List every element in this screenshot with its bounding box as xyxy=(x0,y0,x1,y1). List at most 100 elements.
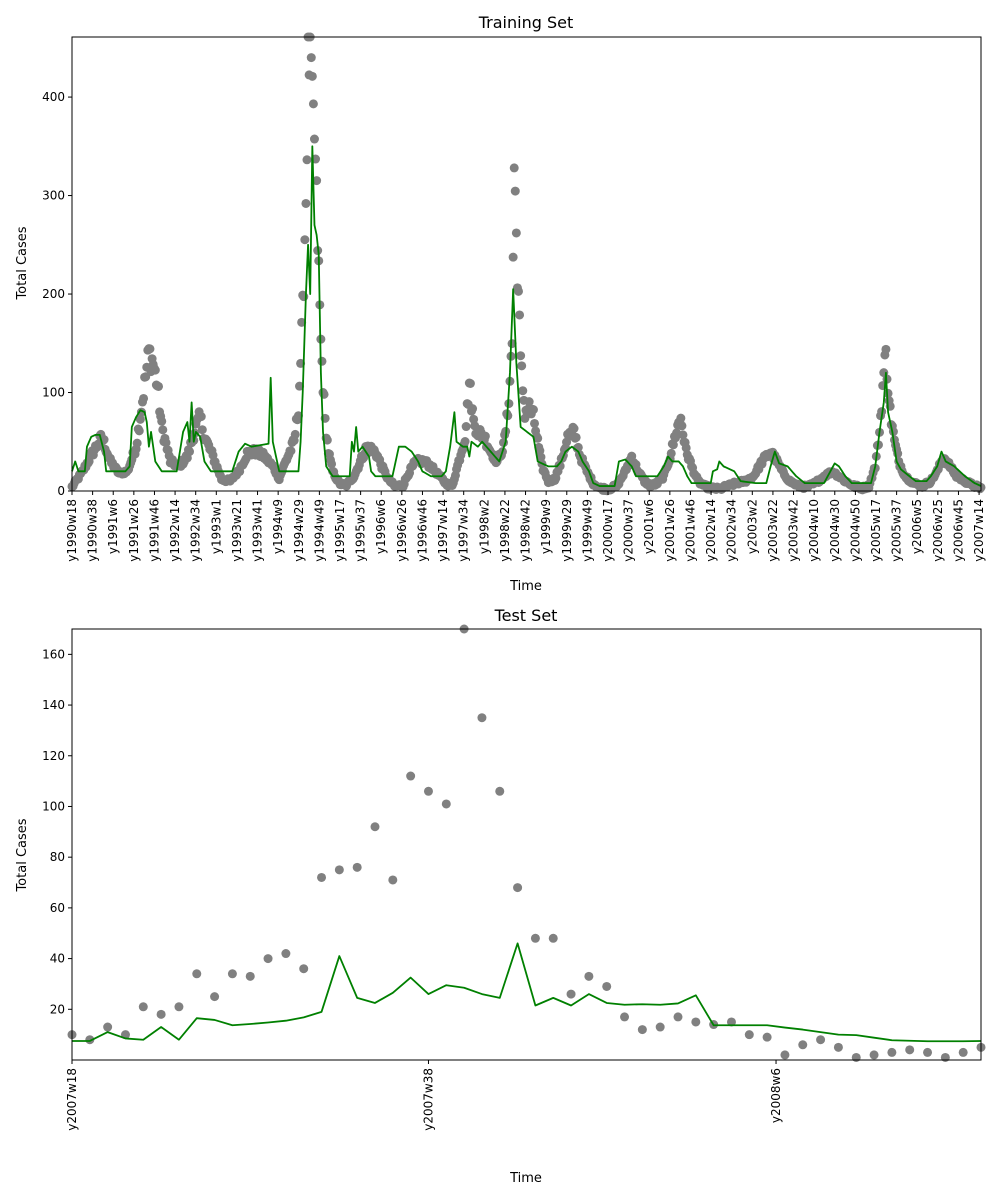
observed-point xyxy=(370,822,380,832)
x-tick-label: y1992w14 xyxy=(168,499,182,562)
observed-point xyxy=(468,404,478,414)
observed-point xyxy=(816,1035,826,1045)
observed-point xyxy=(322,435,332,445)
observed-point xyxy=(566,989,576,999)
plot-frame xyxy=(71,36,982,492)
observed-point xyxy=(245,971,255,981)
observed-series xyxy=(67,32,986,496)
predicted-line xyxy=(72,942,982,1043)
x-tick-label: y2004w30 xyxy=(828,499,842,562)
observed-point xyxy=(923,1047,933,1057)
chart-title: Test Set xyxy=(494,606,558,625)
y-axis-label: Total Cases xyxy=(15,818,30,892)
observed-point xyxy=(655,1022,665,1032)
axes: 20 40 60 80 100 120 140 160 y2007w18 y2007w38 y200… xyxy=(42,628,982,1131)
observed-point xyxy=(513,286,523,296)
observed-point xyxy=(299,292,309,302)
observed-point xyxy=(528,405,538,415)
training-set-chart: Training Set Time Total Cases 0 100 200 300… xyxy=(15,13,986,594)
x-tick-label: y2006w5 xyxy=(910,499,924,554)
observed-point xyxy=(691,1017,701,1027)
x-tick-label: y2002w14 xyxy=(704,499,718,562)
observed-point xyxy=(158,425,168,435)
observed-point xyxy=(192,969,202,979)
x-tick-label: y1992w34 xyxy=(189,499,203,562)
x-tick-label: y1993w21 xyxy=(230,499,244,562)
x-axis-label: Time xyxy=(509,579,542,594)
observed-point xyxy=(327,459,337,469)
observed-point xyxy=(334,865,344,875)
observed-point xyxy=(555,461,565,471)
observed-point xyxy=(312,176,322,186)
x-tick-label: y1996w46 xyxy=(415,499,429,562)
observed-point xyxy=(530,418,540,428)
x-tick-label: y1990w18 xyxy=(65,499,79,562)
predicted-series xyxy=(71,145,982,487)
observed-point xyxy=(161,438,171,448)
y-tick-label: 140 xyxy=(42,698,65,712)
x-tick-label: y1991w6 xyxy=(106,499,120,554)
observed-point xyxy=(388,875,398,885)
observed-point xyxy=(533,433,543,443)
observed-point xyxy=(480,431,490,441)
observed-point xyxy=(302,155,312,165)
observed-point xyxy=(145,344,155,354)
x-tick-label: y2008w6 xyxy=(769,1068,783,1123)
y-axis-label: Total Cases xyxy=(15,226,30,300)
observed-point xyxy=(524,397,534,407)
y-tick-label: 100 xyxy=(42,386,65,400)
x-tick-label: y1991w26 xyxy=(127,499,141,562)
observed-point xyxy=(293,411,303,421)
observed-point xyxy=(507,339,517,349)
observed-point xyxy=(510,186,520,196)
observed-point xyxy=(569,424,579,434)
y-tick-label: 400 xyxy=(42,90,65,104)
observed-point xyxy=(423,786,433,796)
observed-point xyxy=(465,379,475,388)
x-tick-label: y2002w34 xyxy=(725,499,739,562)
observed-point xyxy=(511,228,521,238)
observed-point xyxy=(309,134,319,144)
observed-point xyxy=(513,883,523,893)
observed-point xyxy=(869,1050,879,1060)
observed-point xyxy=(301,198,311,208)
observed-point xyxy=(300,235,310,245)
x-tick-label: y1990w38 xyxy=(86,499,100,562)
x-tick-label: y1998w2 xyxy=(477,499,491,554)
x-tick-label: y2006w45 xyxy=(951,499,965,562)
observed-point xyxy=(905,1045,915,1055)
observed-point xyxy=(508,252,518,262)
observed-point xyxy=(495,786,505,796)
observed-point xyxy=(139,393,149,403)
observed-point xyxy=(134,426,144,436)
observed-point xyxy=(517,361,527,371)
x-tick-label: y1995w37 xyxy=(354,499,368,562)
x-tick-label: y2003w2 xyxy=(745,499,759,554)
x-tick-label: y1994w29 xyxy=(292,499,306,562)
x-tick-label: y2001w46 xyxy=(683,499,697,562)
observed-point xyxy=(833,1042,843,1052)
observed-point xyxy=(150,365,160,375)
observed-point xyxy=(548,933,558,943)
observed-point xyxy=(536,452,546,462)
observed-point xyxy=(798,1040,808,1050)
x-tick-label: y1993w41 xyxy=(251,499,265,562)
observed-point xyxy=(678,430,688,440)
x-tick-label: y2005w17 xyxy=(869,499,883,562)
observed-point xyxy=(299,964,309,974)
x-tick-label: y2001w6 xyxy=(642,499,656,554)
observed-point xyxy=(881,344,891,354)
y-tick-label: 60 xyxy=(50,901,65,915)
observed-point xyxy=(958,1047,968,1057)
x-tick-label: y2006w25 xyxy=(931,499,945,562)
observed-point xyxy=(677,421,687,431)
y-tick-label: 100 xyxy=(42,799,65,813)
x-tick-label: y1997w14 xyxy=(436,499,450,562)
observed-point xyxy=(602,981,612,991)
x-tick-label: y1995w17 xyxy=(333,499,347,562)
observed-point xyxy=(516,351,526,361)
x-tick-label: y1996w26 xyxy=(395,499,409,562)
observed-series xyxy=(67,624,986,1062)
